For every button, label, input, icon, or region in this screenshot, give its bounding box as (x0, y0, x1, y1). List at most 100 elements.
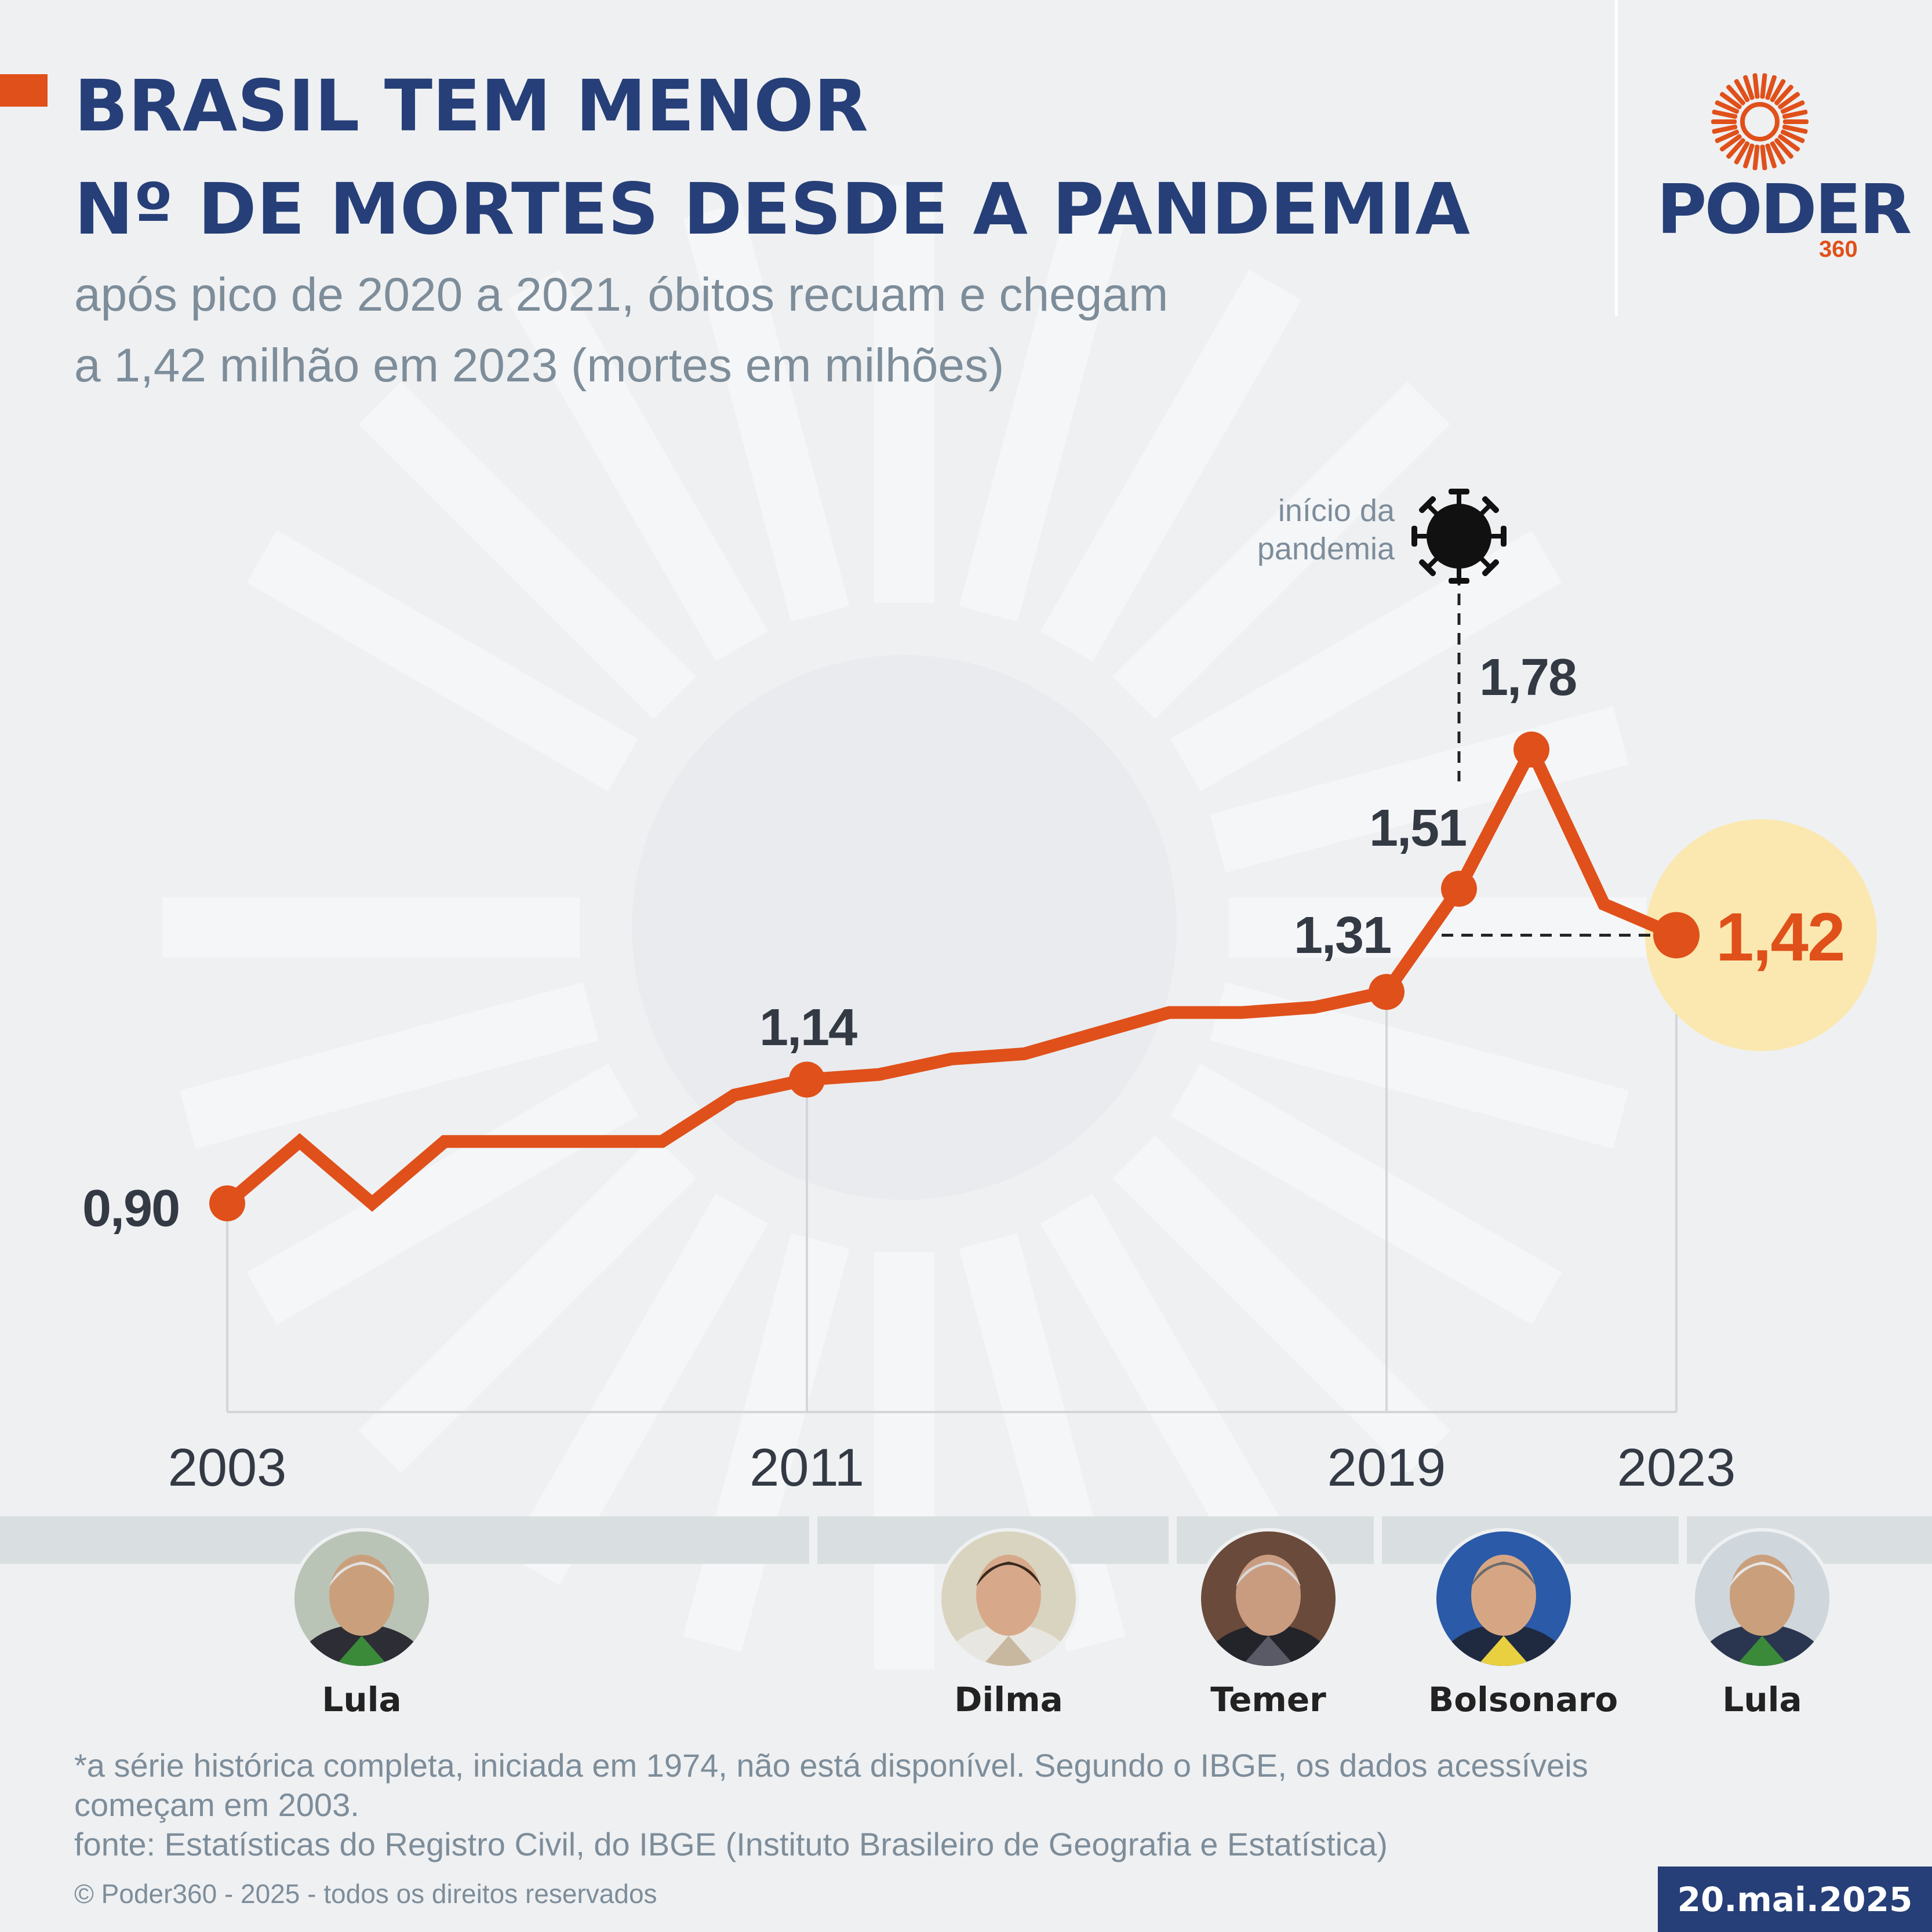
accent-bar (0, 74, 48, 107)
logo-ray (1719, 92, 1742, 110)
x-tick-label-2023: 2023 (1617, 1438, 1736, 1497)
logo-ray (1760, 73, 1767, 99)
footnote: *a série histórica completa, iniciada em… (74, 1746, 1860, 1864)
avatar (1198, 1528, 1339, 1669)
avatar (291, 1528, 432, 1669)
avatar (1691, 1528, 1833, 1669)
background-ray (246, 1063, 639, 1325)
background-ray (959, 203, 1126, 622)
background-ray (874, 1252, 934, 1669)
data-label-2003: 0,90 (82, 1180, 180, 1238)
logo-ray (1780, 100, 1805, 114)
footnote-line2: começam em 2003. (74, 1787, 359, 1823)
virus-icon (1411, 489, 1507, 584)
logo-ray (1782, 110, 1808, 119)
background-ray (1040, 1193, 1302, 1585)
series-line (223, 735, 1679, 1212)
president-name: Lula (1722, 1680, 1802, 1719)
president-1: Lula (286, 1528, 437, 1719)
logo-ray (1765, 75, 1777, 100)
data-label-2021: 1,78 (1479, 649, 1577, 707)
logo-ray (1774, 138, 1793, 159)
logo-ray (1780, 129, 1805, 143)
president-name: Bolsonaro (1428, 1680, 1618, 1719)
logo-ray (1734, 141, 1750, 165)
logo-ray (1711, 119, 1737, 124)
logo-ray (1743, 75, 1755, 100)
data-point-2023 (1653, 912, 1700, 959)
source-note: fonte: Estatísticas do Registro Civil, d… (74, 1826, 1388, 1862)
logo-ray (1719, 134, 1742, 152)
logo-ray (1712, 110, 1738, 119)
copyright: © Poder360 - 2025 - todos os direitos re… (74, 1879, 657, 1909)
president-4: Bolsonaro (1428, 1528, 1618, 1719)
footnote-line1: *a série histórica completa, iniciada em… (74, 1747, 1588, 1784)
background-ray (507, 1193, 769, 1585)
background-ray (162, 897, 580, 958)
data-point-2011 (789, 1061, 825, 1098)
logo-ray (1783, 119, 1809, 124)
background-ray (180, 982, 599, 1149)
logo-ray (1734, 79, 1750, 103)
logo-ray (1760, 144, 1767, 170)
background-ray (507, 270, 769, 662)
logo-ray (1726, 85, 1745, 105)
line-chart (209, 489, 1877, 1413)
president-name: Temer (1210, 1680, 1326, 1719)
logo-number: 360 (1819, 237, 1858, 262)
logo-ray (1778, 92, 1800, 110)
logo-ray (1752, 73, 1760, 99)
highlight-circle (1645, 819, 1877, 1051)
background-ray (358, 381, 696, 719)
background-ray (1210, 982, 1629, 1149)
sun-rays-icon (1711, 73, 1809, 170)
logo-ray (1778, 134, 1800, 152)
chart-title-line1: BRASIL TEM MENOR (74, 65, 868, 147)
pandemic-label-line1: início da (1278, 493, 1395, 528)
logo-ray (1770, 141, 1786, 165)
president-3: Temer (1193, 1528, 1344, 1719)
logo-ray (1715, 100, 1740, 114)
background-ray (1170, 530, 1562, 792)
logo-ray (1715, 129, 1740, 143)
chart-subtitle-line1: após pico de 2020 a 2021, óbitos recuam … (74, 268, 1169, 321)
x-tick-label-2011: 2011 (749, 1438, 864, 1497)
logo-ray (1765, 143, 1777, 169)
background-sun-disc (632, 655, 1177, 1200)
data-label-2023: 1,42 (1716, 899, 1846, 976)
logo-wordmark: PODER (1657, 169, 1912, 249)
chart-title-line2: Nº DE MORTES DESDE A PANDEMIA (74, 168, 1470, 250)
background-ray (358, 1136, 696, 1473)
background-ray (1112, 1136, 1450, 1473)
president-5: Lula (1687, 1528, 1838, 1719)
background-ray (683, 203, 850, 622)
avatar (938, 1528, 1079, 1669)
president-2: Dilma (933, 1528, 1084, 1719)
data-label-2019: 1,31 (1294, 907, 1392, 965)
logo-ray (1774, 85, 1793, 105)
logo-ray (1782, 124, 1808, 134)
x-tick-label-2019: 2019 (1327, 1438, 1446, 1497)
background-ray (1040, 270, 1302, 662)
logo-ray (1752, 144, 1760, 170)
background-ray (1112, 381, 1450, 719)
data-point-2003 (209, 1185, 245, 1221)
date-badge: 20.mai.2025 (1658, 1866, 1932, 1932)
logo-divider (1615, 0, 1618, 316)
pandemic-annotation: início da pandemia (1206, 492, 1395, 568)
background-ray (874, 185, 934, 603)
president-name: Dilma (954, 1680, 1063, 1719)
chart-subtitle-line2: a 1,42 milhão em 2023 (mortes em milhões… (74, 339, 1005, 392)
logo-ring (1740, 102, 1780, 141)
x-tick-label-2003: 2003 (168, 1438, 287, 1497)
pandemic-label-line2: pandemia (1257, 532, 1395, 566)
data-point-2020 (1441, 871, 1477, 907)
data-point-2019 (1369, 974, 1405, 1010)
data-point-2021 (1513, 732, 1549, 767)
logo-ray (1743, 143, 1755, 169)
data-label-2020: 1,51 (1369, 799, 1467, 858)
background-ray (1170, 1063, 1562, 1325)
avatar (1433, 1528, 1574, 1669)
logo-ray (1726, 138, 1745, 159)
